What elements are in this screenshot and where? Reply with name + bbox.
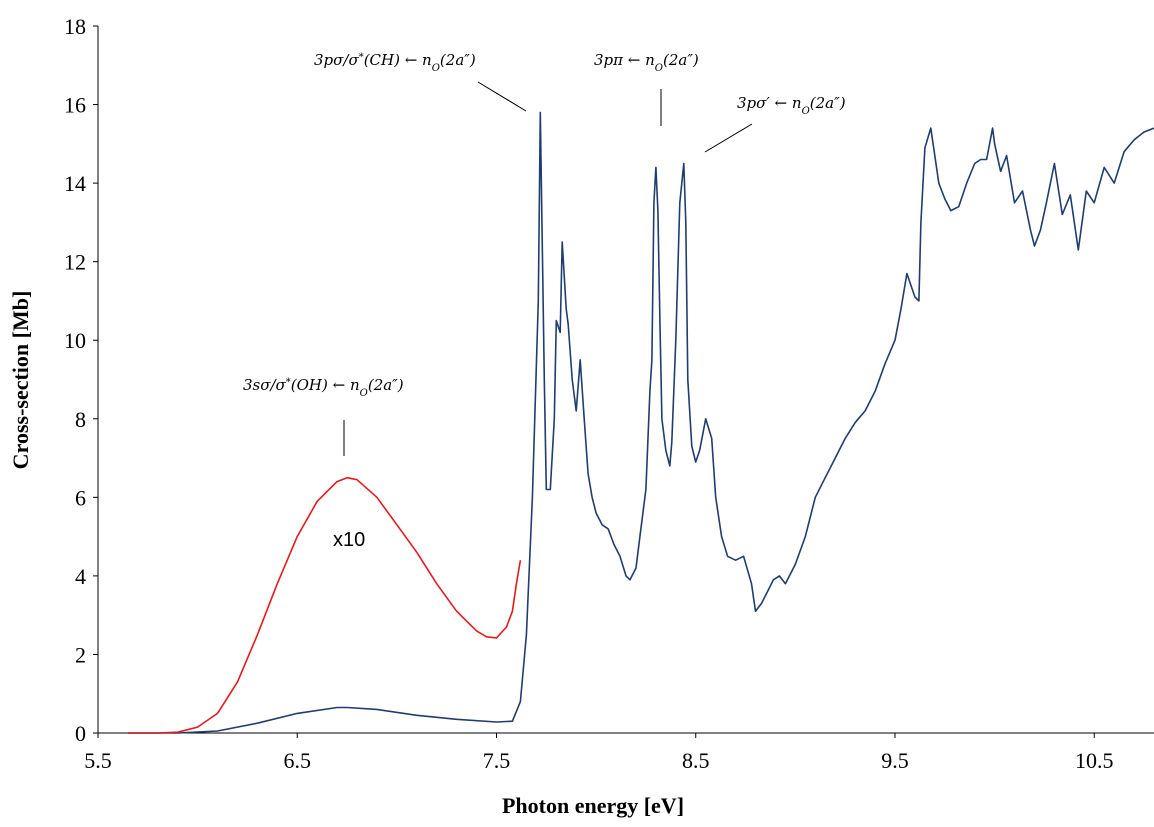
annotation-3p-sigma-ch: 3pσ/σ*(CH) ← nO(2a″): [314, 51, 476, 74]
annotation-leader-3p-sigma-ch: [477, 81, 527, 112]
annotation-leader-3p-sigma-prime: [704, 123, 753, 153]
y-tick-label: 8: [75, 407, 86, 432]
annotation-3p-sigma-prime: 3pσ′ ← nO(2a″): [737, 94, 846, 117]
series-layer: [127, 111, 1154, 734]
annotation-3p-pi: 3pπ ← nO(2a″): [594, 51, 699, 74]
axes: [97, 26, 1154, 734]
x-ticks: 5.5 6.5 7.5 8.5 9.5 10.5: [84, 733, 1113, 773]
x-tick-label: 8.5: [682, 748, 710, 773]
y-tick-label: 12: [64, 250, 86, 275]
x-tick-label: 10.5: [1075, 748, 1114, 773]
x-tick-label: 5.5: [84, 748, 112, 773]
x-tick-label: 6.5: [283, 748, 311, 773]
x-tick-label: 9.5: [881, 748, 909, 773]
annotation-3s: 3sσ/σ*(OH) ← nO(2a″): [243, 376, 404, 399]
x-axis-title: Photon energy [eV]: [502, 793, 684, 818]
y-tick-label: 6: [75, 485, 86, 510]
scaled-series-label: x10: [333, 529, 365, 551]
y-tick-label: 14: [64, 171, 86, 196]
y-tick-label: 10: [64, 328, 86, 353]
y-tick-label: 18: [64, 14, 86, 39]
y-tick-label: 0: [75, 721, 86, 746]
y-tick-label: 4: [75, 564, 86, 589]
y-tick-label: 2: [75, 642, 86, 667]
series-line-cross-section: [127, 111, 1154, 734]
y-ticks: 0 2 4 6 8 10 12 14 16 18: [64, 14, 98, 746]
y-axis-title: Cross-section [Mb]: [8, 291, 33, 470]
series-line-scaled-x10: [127, 476, 522, 734]
x-tick-label: 7.5: [483, 748, 511, 773]
y-tick-label: 16: [64, 93, 86, 118]
